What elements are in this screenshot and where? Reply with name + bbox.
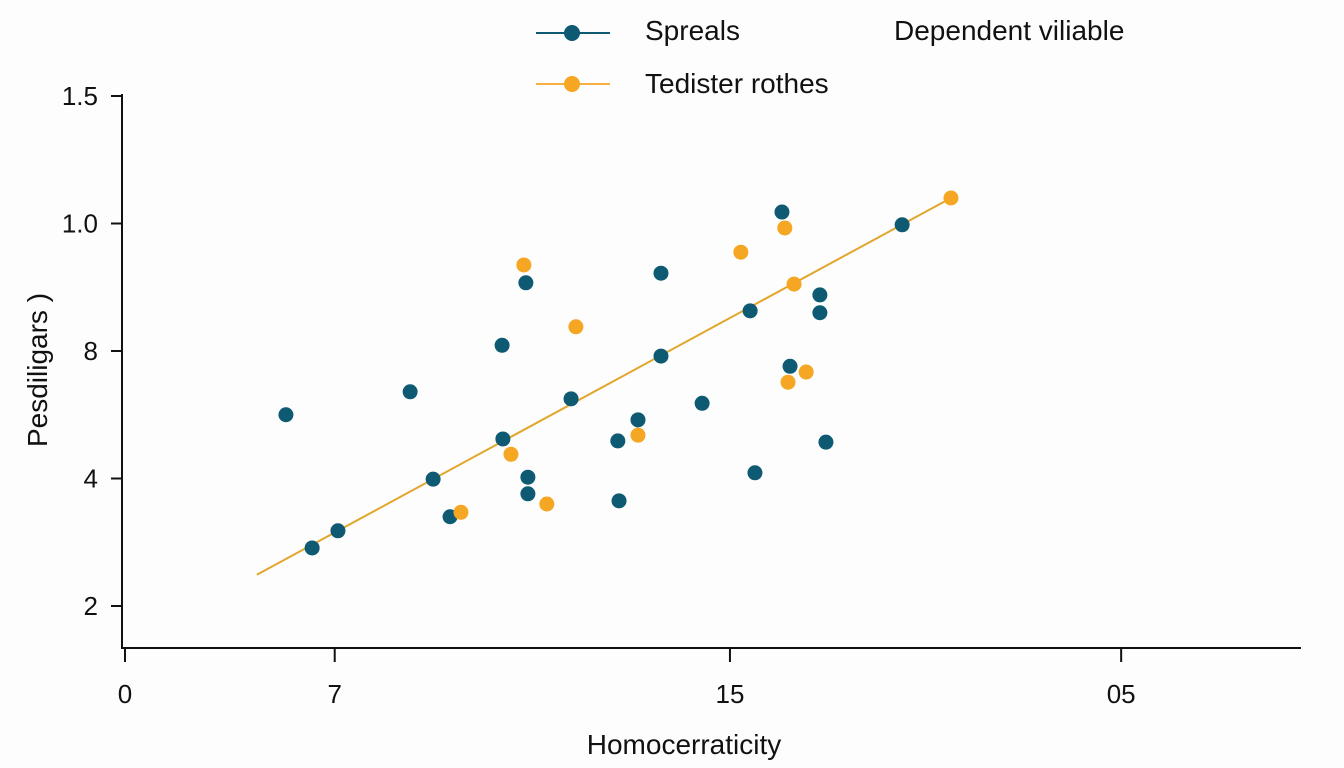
- point-tedister-rothes: [503, 446, 519, 462]
- point-spreals: [520, 486, 536, 502]
- point-spreals: [304, 540, 320, 556]
- point-tedister-rothes: [630, 427, 646, 443]
- point-tedister-rothes: [943, 190, 959, 206]
- y-tick-label: 8: [84, 336, 98, 366]
- point-spreals: [520, 469, 536, 485]
- point-spreals: [747, 465, 763, 481]
- point-spreals: [518, 275, 534, 291]
- axes: [121, 94, 1301, 649]
- point-spreals: [812, 305, 828, 321]
- point-tedister-rothes: [453, 504, 469, 520]
- point-spreals: [425, 471, 441, 487]
- point-tedister-rothes: [516, 257, 532, 273]
- y-tick-label: 1.5: [62, 81, 98, 111]
- point-tedister-rothes: [780, 374, 796, 390]
- point-spreals: [611, 493, 627, 509]
- legend-item-spreals: Spreals: [536, 15, 740, 46]
- x-tick-label: 7: [327, 679, 341, 709]
- trend-line-group: [256, 197, 952, 576]
- point-spreals: [774, 204, 790, 220]
- legend-marker-spreals: [564, 25, 580, 41]
- point-spreals: [630, 412, 646, 428]
- point-spreals: [894, 217, 910, 233]
- y-tick-label: 2: [84, 591, 98, 621]
- x-axis-label: Homocerraticity: [587, 729, 781, 760]
- point-spreals: [330, 523, 346, 539]
- point-spreals: [495, 431, 511, 447]
- point-spreals: [653, 265, 669, 281]
- legend-item-tedister-rothes: Tedister rothes: [536, 68, 829, 99]
- y-tick-label: 4: [84, 464, 98, 494]
- point-spreals: [742, 303, 758, 319]
- point-spreals: [653, 348, 669, 364]
- point-tedister-rothes: [786, 276, 802, 292]
- point-spreals: [494, 337, 510, 353]
- point-spreals: [818, 434, 834, 450]
- legend-label-tedister-rothes: Tedister rothes: [645, 68, 829, 99]
- point-tedister-rothes: [733, 244, 749, 260]
- point-spreals: [782, 358, 798, 374]
- y-ticks: 2 4 8 1.0 1.5: [62, 81, 122, 621]
- y-tick-label: 1.0: [62, 209, 98, 239]
- x-tick-label: 0: [118, 679, 132, 709]
- x-ticks: 0 7 15 05: [118, 648, 1136, 709]
- legend-title: Dependent viliable: [894, 15, 1124, 46]
- point-tedister-rothes: [777, 220, 793, 236]
- point-spreals: [563, 391, 579, 407]
- point-tedister-rothes: [568, 319, 584, 335]
- legend-marker-tedister-rothes: [564, 76, 580, 92]
- point-spreals: [694, 395, 710, 411]
- point-spreals: [812, 287, 828, 303]
- x-tick-label: 15: [715, 679, 744, 709]
- point-tedister-rothes: [539, 496, 555, 512]
- legend: Spreals Dependent viliable Tedister roth…: [536, 15, 1124, 99]
- trend-line: [256, 197, 952, 576]
- point-tedister-rothes: [798, 364, 814, 380]
- point-spreals: [610, 433, 626, 449]
- data-points: [278, 190, 959, 556]
- y-axis-label: Pesdiligars ): [22, 293, 53, 447]
- legend-label-spreals: Spreals: [645, 15, 740, 46]
- point-spreals: [278, 407, 294, 423]
- point-spreals: [402, 384, 418, 400]
- x-tick-label: 05: [1107, 679, 1136, 709]
